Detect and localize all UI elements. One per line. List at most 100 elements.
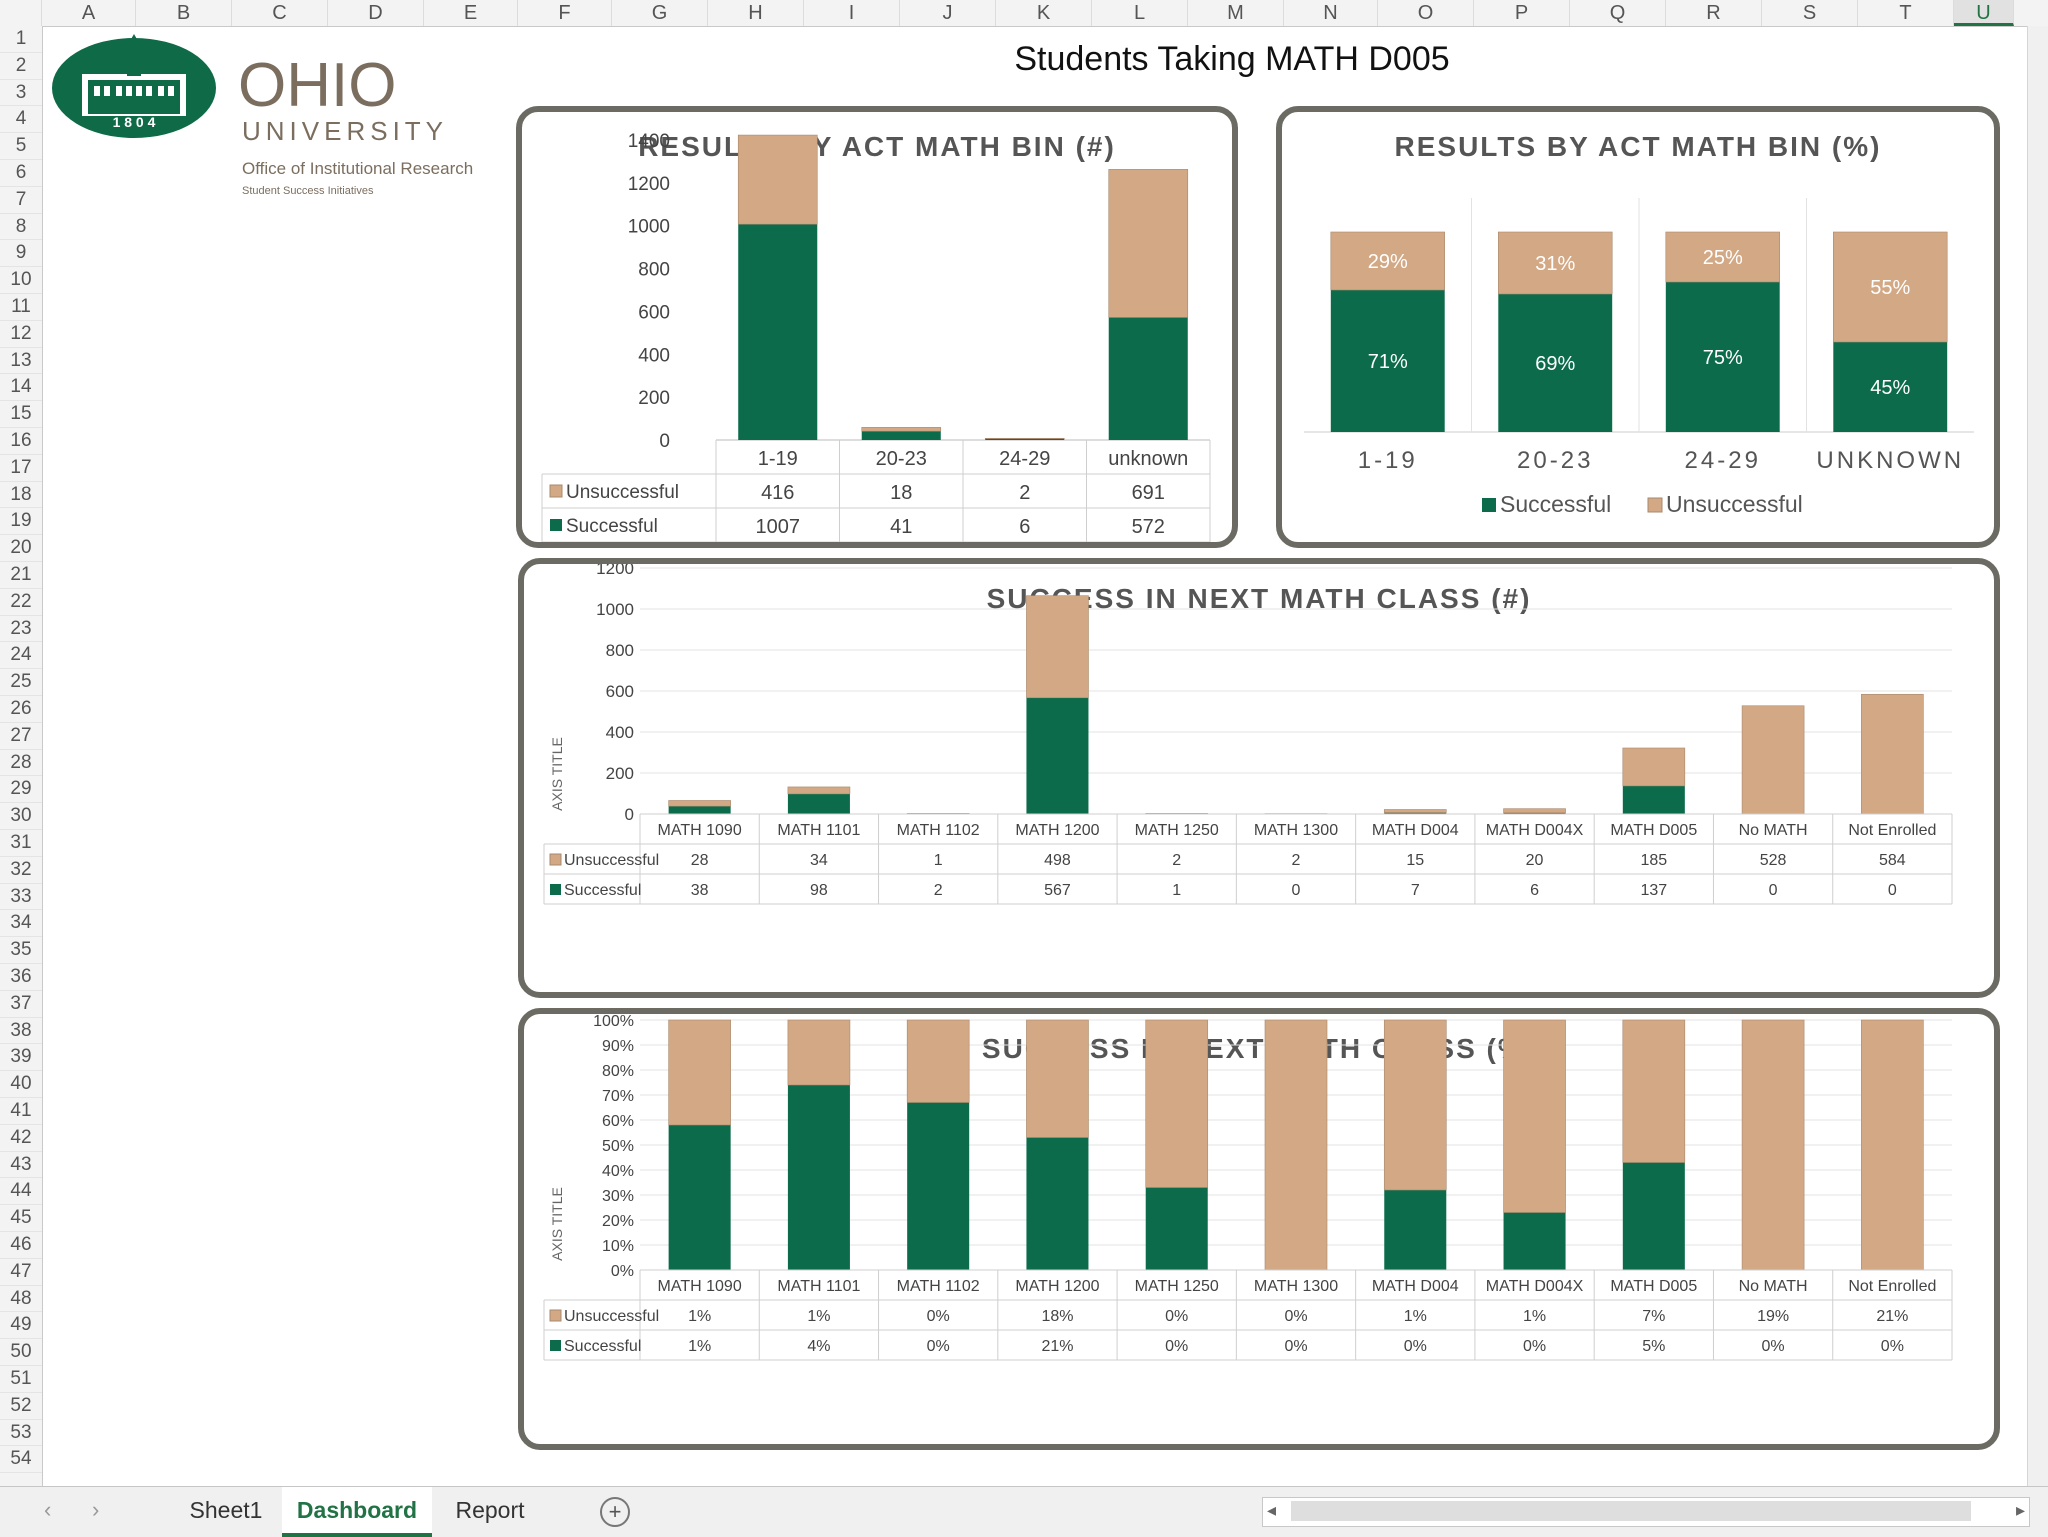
row-header-12[interactable]: 12 [0,321,42,348]
table-value-successful: 0 [1769,882,1778,899]
row-header-22[interactable]: 22 [0,589,42,616]
column-header-u[interactable]: U [1954,0,2014,26]
column-header-j[interactable]: J [900,0,996,26]
column-header-t[interactable]: T [1858,0,1954,26]
row-header-47[interactable]: 47 [0,1259,42,1286]
tab-sheet1[interactable]: Sheet1 [172,1487,280,1533]
row-header-27[interactable]: 27 [0,723,42,750]
bar-unsuccessful [862,427,941,431]
column-header-d[interactable]: D [328,0,424,26]
column-header-i[interactable]: I [804,0,900,26]
row-header-5[interactable]: 5 [0,133,42,160]
row-header-7[interactable]: 7 [0,187,42,214]
row-header-13[interactable]: 13 [0,348,42,375]
row-header-30[interactable]: 30 [0,803,42,830]
row-header-44[interactable]: 44 [0,1178,42,1205]
table-series-label: Successful [564,1338,641,1355]
row-header-24[interactable]: 24 [0,642,42,669]
table-value-successful: 4% [807,1338,830,1355]
row-header-8[interactable]: 8 [0,214,42,241]
row-header-28[interactable]: 28 [0,750,42,777]
column-header-k[interactable]: K [996,0,1092,26]
row-header-18[interactable]: 18 [0,482,42,509]
row-header-29[interactable]: 29 [0,776,42,803]
row-header-45[interactable]: 45 [0,1205,42,1232]
row-header-17[interactable]: 17 [0,455,42,482]
column-header-c[interactable]: C [232,0,328,26]
row-header-33[interactable]: 33 [0,884,42,911]
column-header-p[interactable]: P [1474,0,1570,26]
column-header-b[interactable]: B [136,0,232,26]
row-header-25[interactable]: 25 [0,669,42,696]
column-header-l[interactable]: L [1092,0,1188,26]
row-header-36[interactable]: 36 [0,964,42,991]
row-header-14[interactable]: 14 [0,374,42,401]
panel-next-class-percent[interactable]: SUCCESS IN NEXT MATH CLASS (%)AXIS TITLE… [518,1008,2000,1450]
column-header-m[interactable]: M [1188,0,1284,26]
row-header-52[interactable]: 52 [0,1393,42,1420]
panel-next-class-count[interactable]: SUCCESS IN NEXT MATH CLASS (#)AXIS TITLE… [518,558,2000,998]
row-header-11[interactable]: 11 [0,294,42,321]
row-header-41[interactable]: 41 [0,1098,42,1125]
row-header-34[interactable]: 34 [0,910,42,937]
row-header-48[interactable]: 48 [0,1286,42,1313]
scroll-right-icon[interactable]: ▸ [2016,1500,2025,1521]
row-header-35[interactable]: 35 [0,937,42,964]
row-header-53[interactable]: 53 [0,1420,42,1447]
scroll-left-tabs-icon[interactable]: ‹ [44,1497,51,1523]
bar-successful [788,794,850,814]
row-header-26[interactable]: 26 [0,696,42,723]
column-header-h[interactable]: H [708,0,804,26]
row-header-46[interactable]: 46 [0,1232,42,1259]
add-sheet-icon[interactable]: + [600,1497,630,1527]
scroll-left-icon[interactable]: ◂ [1267,1500,1276,1521]
row-header-16[interactable]: 16 [0,428,42,455]
column-header-q[interactable]: Q [1570,0,1666,26]
row-header-37[interactable]: 37 [0,991,42,1018]
row-header-10[interactable]: 10 [0,267,42,294]
horizontal-scrollbar[interactable]: ◂ ▸ [1262,1497,2030,1527]
chart-act-bin-count: RESULTS BY ACT MATH BIN (#)0200400600800… [522,112,1232,542]
scroll-thumb[interactable] [1291,1501,1971,1521]
row-header-2[interactable]: 2 [0,53,42,80]
row-header-21[interactable]: 21 [0,562,42,589]
column-header-o[interactable]: O [1378,0,1474,26]
scroll-right-tabs-icon[interactable]: › [92,1497,99,1523]
row-header-40[interactable]: 40 [0,1071,42,1098]
row-header-31[interactable]: 31 [0,830,42,857]
column-header-a[interactable]: A [42,0,136,26]
row-header-51[interactable]: 51 [0,1366,42,1393]
column-header-f[interactable]: F [518,0,612,26]
table-value-unsuccessful: 28 [691,852,709,869]
row-header-19[interactable]: 19 [0,508,42,535]
column-header-r[interactable]: R [1666,0,1762,26]
row-header-43[interactable]: 43 [0,1152,42,1179]
row-header-3[interactable]: 3 [0,80,42,107]
row-header-6[interactable]: 6 [0,160,42,187]
row-header-42[interactable]: 42 [0,1125,42,1152]
row-header-20[interactable]: 20 [0,535,42,562]
vertical-scrollbar[interactable] [2027,26,2048,1486]
row-header-1[interactable]: 1 [0,26,42,53]
tab-dashboard[interactable]: Dashboard [282,1487,432,1537]
x-tick-label: UNKNOWN [1816,447,1964,474]
row-header-23[interactable]: 23 [0,616,42,643]
row-header-15[interactable]: 15 [0,401,42,428]
column-header-s[interactable]: S [1762,0,1858,26]
column-header-g[interactable]: G [612,0,708,26]
column-header-e[interactable]: E [424,0,518,26]
select-all-corner[interactable] [0,0,42,26]
row-header-50[interactable]: 50 [0,1339,42,1366]
row-header-49[interactable]: 49 [0,1312,42,1339]
row-header-32[interactable]: 32 [0,857,42,884]
tab-report[interactable]: Report [436,1487,544,1533]
row-header-9[interactable]: 9 [0,240,42,267]
row-header-39[interactable]: 39 [0,1044,42,1071]
row-header-38[interactable]: 38 [0,1018,42,1045]
column-header-n[interactable]: N [1284,0,1378,26]
table-value-successful: 0 [1888,882,1897,899]
row-header-54[interactable]: 54 [0,1446,42,1473]
row-header-4[interactable]: 4 [0,106,42,133]
